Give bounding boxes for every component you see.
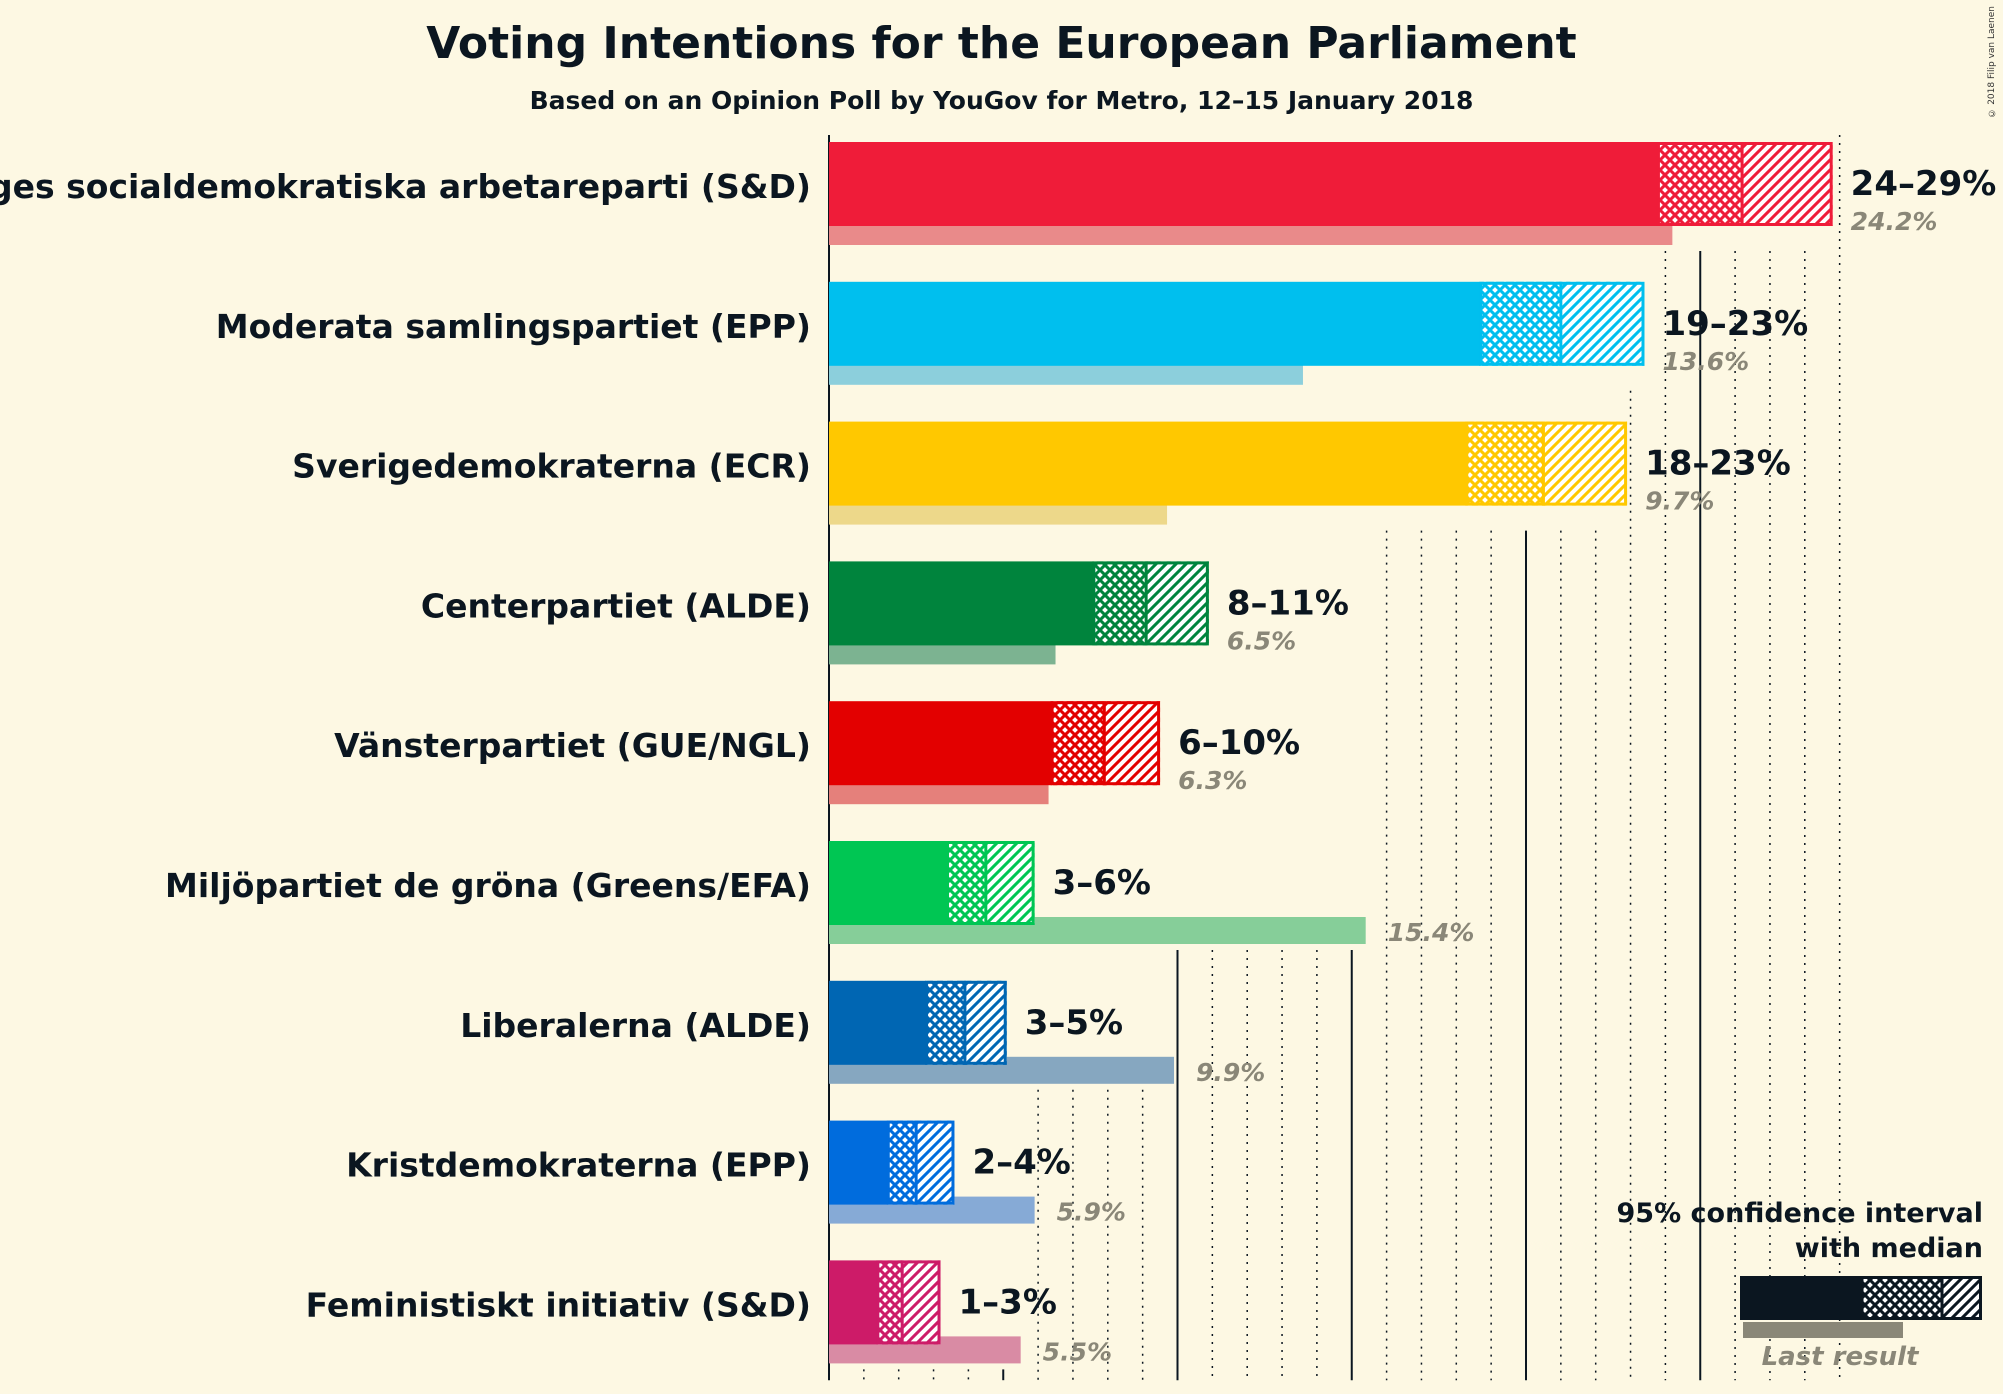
legend-ci-outline bbox=[1860, 1276, 1982, 1320]
bar-solid bbox=[829, 1120, 889, 1205]
ci-lower-segment bbox=[877, 1260, 903, 1345]
ci-upper-segment bbox=[985, 841, 1035, 925]
range-label: 8–11% bbox=[1227, 583, 1349, 623]
ci-upper-segment bbox=[1146, 561, 1209, 646]
party-row: Moderata samlingspartiet (EPP) 19–23% 13.6… bbox=[216, 281, 1808, 385]
ci-lower-segment bbox=[1480, 281, 1561, 366]
legend-solid-swatch bbox=[1740, 1276, 1862, 1320]
party-row: Vänsterpartiet (GUE/NGL) 6–10% 6.3% bbox=[334, 701, 1300, 805]
last-result-label: 5.9% bbox=[1057, 1198, 1126, 1227]
ci-lower-segment bbox=[1093, 561, 1147, 646]
ci-outline bbox=[886, 1120, 955, 1205]
ci-upper-segment bbox=[1104, 701, 1161, 786]
bar-solid bbox=[829, 841, 948, 925]
party-row: Kristdemokraterna (EPP) 2–4% 5.9% bbox=[346, 1120, 1126, 1227]
last-result-label: 15.4% bbox=[1388, 918, 1475, 947]
party-label: Kristdemokraterna (EPP) bbox=[346, 1146, 811, 1185]
party-row: Centerpartiet (ALDE) 8–11% 6.5% bbox=[421, 561, 1349, 665]
bar-solid bbox=[829, 980, 927, 1065]
ci-upper-segment bbox=[1742, 142, 1833, 226]
bar-solid bbox=[829, 1260, 878, 1345]
range-label: 1–3% bbox=[959, 1282, 1057, 1322]
legend-hatch-swatch bbox=[1942, 1276, 1982, 1320]
range-label: 19–23% bbox=[1662, 304, 1808, 344]
last-result-label: 24.2% bbox=[1851, 207, 1938, 236]
party-row: Feministiskt initiativ (S&D) 1–3% 5.5% bbox=[306, 1260, 1112, 1366]
party-row: Sverigedemokraterna (ECR) 18–23% 9.7% bbox=[292, 421, 1791, 525]
party-label: Feministiskt initiativ (S&D) bbox=[306, 1285, 811, 1324]
ci-lower-segment bbox=[888, 1120, 917, 1205]
party-label: Centerpartiet (ALDE) bbox=[421, 586, 811, 625]
bar-solid bbox=[829, 142, 1659, 226]
legend-last-result-swatch bbox=[1743, 1322, 1903, 1338]
ci-upper-segment bbox=[902, 1260, 941, 1345]
range-label: 6–10% bbox=[1178, 723, 1300, 763]
range-label: 3–5% bbox=[1025, 1003, 1123, 1043]
range-label: 2–4% bbox=[972, 1143, 1070, 1183]
ci-lower-segment bbox=[1658, 142, 1743, 226]
ci-outline bbox=[876, 1260, 941, 1345]
ci-upper-segment bbox=[964, 980, 1007, 1065]
ci-lower-segment bbox=[1466, 421, 1544, 506]
last-result-label: 9.9% bbox=[1196, 1058, 1265, 1087]
ci-upper-segment bbox=[1543, 421, 1628, 506]
party-label: Moderata samlingspartiet (EPP) bbox=[216, 307, 811, 346]
ci-lower-segment bbox=[947, 841, 986, 925]
legend-cross-swatch bbox=[1862, 1276, 1942, 1320]
bar-solid bbox=[829, 701, 1053, 786]
party-label: Sveriges socialdemokratiska arbetarepart… bbox=[0, 167, 811, 206]
legend-last-result-label: Last result bbox=[1762, 1342, 1920, 1372]
ci-lower-segment bbox=[1052, 701, 1105, 786]
legend-title-line1: 95% confidence interval bbox=[1617, 1198, 1983, 1229]
ci-outline bbox=[1092, 561, 1209, 646]
party-label: Miljöpartiet de gröna (Greens/EFA) bbox=[165, 866, 811, 905]
ci-lower-segment bbox=[926, 980, 965, 1065]
last-result-label: 13.6% bbox=[1662, 347, 1749, 376]
range-label: 24–29% bbox=[1851, 164, 1997, 204]
ci-upper-segment bbox=[1560, 281, 1645, 366]
last-result-label: 5.5% bbox=[1043, 1337, 1112, 1366]
party-row: Sveriges socialdemokratiska arbetarepart… bbox=[0, 142, 1996, 245]
legend: 95% confidence interval with median Last r… bbox=[1617, 1198, 1983, 1372]
party-row: Liberalerna (ALDE) 3–5% 9.9% bbox=[460, 980, 1265, 1087]
last-result-label: 6.3% bbox=[1178, 766, 1247, 795]
range-label: 18–23% bbox=[1645, 444, 1791, 484]
range-label: 3–6% bbox=[1053, 863, 1151, 903]
party-label: Sverigedemokraterna (ECR) bbox=[292, 447, 811, 486]
chart-subtitle: Based on an Opinion Poll by YouGov for M… bbox=[529, 86, 1474, 115]
bar-solid bbox=[829, 421, 1467, 506]
last-result-label: 9.7% bbox=[1645, 487, 1714, 516]
bar-solid bbox=[829, 561, 1094, 646]
party-label: Vänsterpartiet (GUE/NGL) bbox=[334, 726, 811, 765]
last-result-label: 6.5% bbox=[1227, 626, 1296, 655]
bar-solid bbox=[829, 281, 1481, 366]
legend-title-line2: with median bbox=[1795, 1233, 1983, 1264]
chart-title: Voting Intentions for the European Parli… bbox=[426, 18, 1577, 69]
ci-upper-segment bbox=[916, 1120, 955, 1205]
ci-outline bbox=[1656, 142, 1833, 226]
party-label: Liberalerna (ALDE) bbox=[460, 1006, 811, 1045]
party-row: Miljöpartiet de gröna (Greens/EFA) 3–6% 15… bbox=[165, 841, 1474, 947]
ci-outline bbox=[1465, 421, 1628, 506]
ci-outline bbox=[945, 841, 1035, 925]
